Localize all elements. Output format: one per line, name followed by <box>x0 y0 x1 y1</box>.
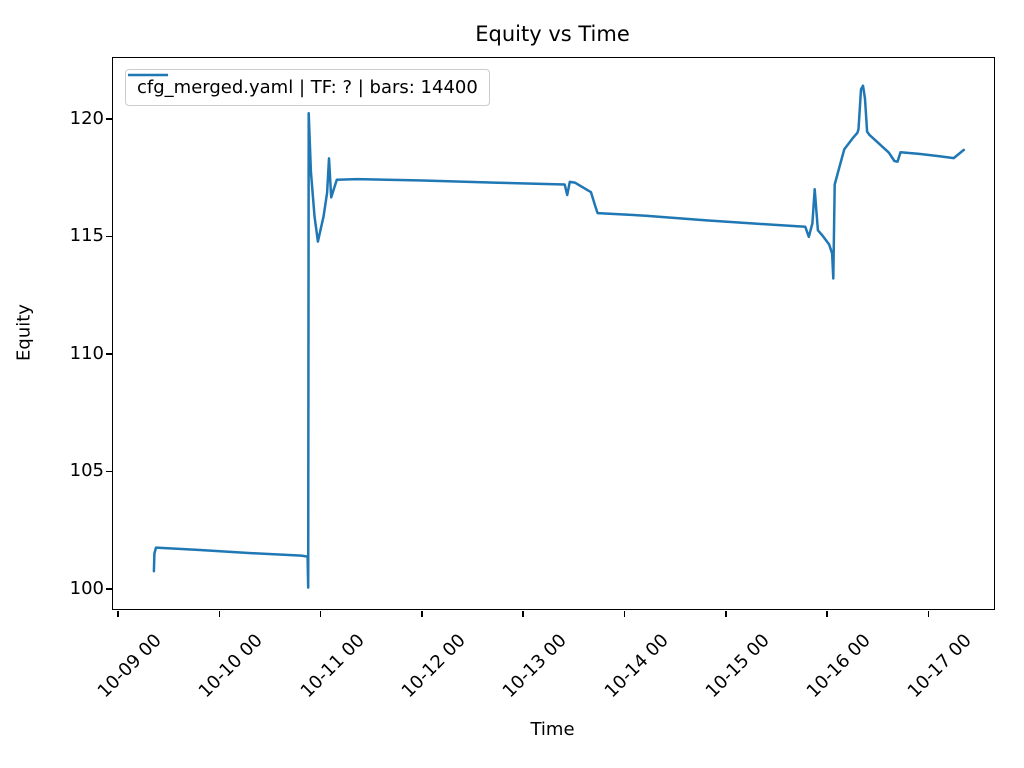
y-tick-mark <box>106 235 112 238</box>
chart-title: Equity vs Time <box>475 22 630 46</box>
legend: cfg_merged.yaml | TF: ? | bars: 14400 <box>125 69 490 106</box>
y-axis-label: Equity <box>13 304 35 361</box>
x-tick-mark <box>826 611 828 617</box>
x-axis-label: Time <box>530 719 575 740</box>
legend-label: cfg_merged.yaml | TF: ? | bars: 14400 <box>137 77 478 98</box>
y-tick-label: 120 <box>69 107 104 129</box>
y-tick-mark <box>106 588 112 590</box>
equity-line-series <box>152 84 966 589</box>
x-tick-mark <box>522 611 524 617</box>
x-tick-mark <box>218 611 221 617</box>
y-tick-mark <box>106 118 112 120</box>
legend-line-sample <box>128 73 168 77</box>
y-tick-label: 100 <box>69 577 104 599</box>
equity-line-chart <box>152 84 966 589</box>
y-tick-label: 105 <box>69 460 104 482</box>
x-tick-mark <box>117 611 119 617</box>
y-tick-label: 115 <box>69 225 104 247</box>
x-tick-mark <box>623 611 626 617</box>
x-tick-mark <box>421 611 423 617</box>
y-tick-label: 110 <box>69 342 104 364</box>
y-tick-mark <box>106 353 112 355</box>
y-tick-mark <box>106 470 112 473</box>
x-tick-mark <box>319 611 322 617</box>
x-tick-mark <box>927 611 930 617</box>
plot-area: cfg_merged.yaml | TF: ? | bars: 14400 <box>112 57 995 610</box>
x-tick-mark <box>725 611 727 617</box>
